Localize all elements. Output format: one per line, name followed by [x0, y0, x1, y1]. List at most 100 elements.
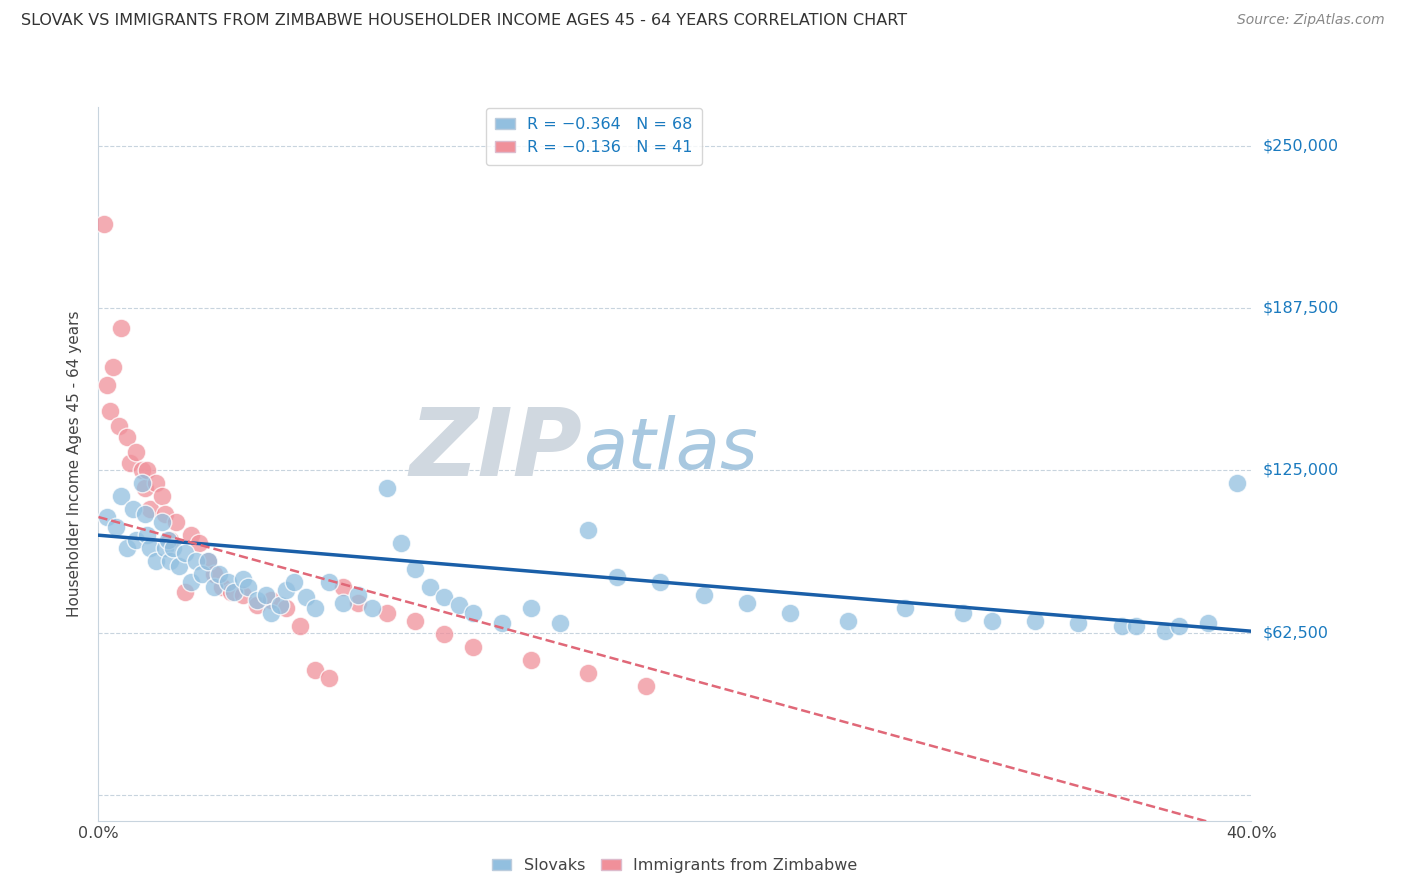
Point — [231, 588, 254, 602]
Point — [180, 574, 202, 589]
Text: SLOVAK VS IMMIGRANTS FROM ZIMBABWE HOUSEHOLDER INCOME AGES 45 - 64 YEARS CORRELA: SLOVAK VS IMMIGRANTS FROM ZIMBABWE HOUSE… — [21, 13, 907, 29]
Point — [167, 559, 190, 574]
Point — [107, 419, 129, 434]
Point — [134, 482, 156, 496]
Point — [304, 663, 326, 677]
Point — [217, 574, 239, 589]
Point — [578, 665, 600, 680]
Point — [117, 429, 138, 443]
Point — [447, 599, 470, 613]
Point — [1111, 619, 1133, 633]
Point — [433, 627, 456, 641]
Point — [134, 508, 156, 522]
Point — [606, 570, 628, 584]
Point — [110, 320, 132, 334]
Point — [156, 533, 179, 548]
Point — [153, 508, 176, 522]
Point — [981, 614, 1004, 628]
Point — [136, 463, 159, 477]
Point — [735, 596, 758, 610]
Point — [375, 606, 398, 620]
Point — [346, 596, 368, 610]
Point — [120, 456, 142, 470]
Point — [165, 515, 187, 529]
Point — [162, 541, 184, 556]
Point — [636, 679, 658, 693]
Point — [548, 616, 571, 631]
Point — [153, 541, 176, 556]
Point — [894, 600, 917, 615]
Text: $250,000: $250,000 — [1263, 138, 1339, 153]
Point — [254, 588, 277, 602]
Point — [202, 567, 225, 582]
Point — [191, 567, 214, 582]
Text: Source: ZipAtlas.com: Source: ZipAtlas.com — [1237, 13, 1385, 28]
Point — [93, 217, 115, 231]
Point — [110, 489, 132, 503]
Point — [260, 593, 283, 607]
Point — [101, 359, 124, 374]
Y-axis label: Householder Income Ages 45 - 64 years: Householder Income Ages 45 - 64 years — [67, 310, 83, 617]
Point — [332, 580, 354, 594]
Point — [150, 489, 173, 503]
Point — [491, 616, 513, 631]
Point — [96, 377, 118, 392]
Point — [1226, 476, 1249, 491]
Point — [197, 554, 219, 568]
Point — [197, 554, 219, 568]
Point — [375, 482, 398, 496]
Point — [290, 619, 312, 633]
Point — [419, 580, 441, 594]
Point — [202, 580, 225, 594]
Point — [122, 502, 145, 516]
Point — [837, 614, 859, 628]
Point — [246, 593, 269, 607]
Point — [650, 574, 672, 589]
Point — [98, 403, 121, 417]
Point — [159, 533, 181, 548]
Point — [693, 588, 716, 602]
Point — [150, 515, 173, 529]
Point — [125, 445, 148, 459]
Point — [136, 528, 159, 542]
Point — [578, 523, 600, 537]
Point — [295, 591, 318, 605]
Point — [1168, 619, 1191, 633]
Point — [1197, 616, 1219, 631]
Point — [159, 554, 181, 568]
Point — [318, 671, 340, 685]
Text: atlas: atlas — [582, 415, 758, 484]
Point — [145, 476, 167, 491]
Point — [304, 600, 326, 615]
Point — [174, 546, 197, 560]
Point — [139, 541, 162, 556]
Point — [274, 600, 297, 615]
Point — [131, 476, 153, 491]
Text: $125,000: $125,000 — [1263, 463, 1339, 478]
Point — [461, 606, 484, 620]
Text: ZIP: ZIP — [409, 403, 582, 496]
Point — [246, 599, 269, 613]
Point — [1024, 614, 1046, 628]
Point — [208, 567, 231, 582]
Text: $187,500: $187,500 — [1263, 301, 1339, 316]
Point — [1067, 616, 1090, 631]
Point — [96, 510, 118, 524]
Point — [389, 536, 412, 550]
Legend: R = −0.364   N = 68, R = −0.136   N = 41: R = −0.364 N = 68, R = −0.136 N = 41 — [486, 108, 703, 165]
Point — [274, 582, 297, 597]
Point — [520, 600, 543, 615]
Point — [269, 599, 291, 613]
Point — [405, 614, 427, 628]
Point — [186, 554, 208, 568]
Point — [117, 541, 138, 556]
Point — [188, 536, 211, 550]
Point — [180, 528, 202, 542]
Point — [1153, 624, 1175, 639]
Point — [125, 533, 148, 548]
Point — [222, 585, 245, 599]
Point — [219, 585, 242, 599]
Text: $62,500: $62,500 — [1263, 625, 1329, 640]
Point — [779, 606, 801, 620]
Point — [346, 588, 368, 602]
